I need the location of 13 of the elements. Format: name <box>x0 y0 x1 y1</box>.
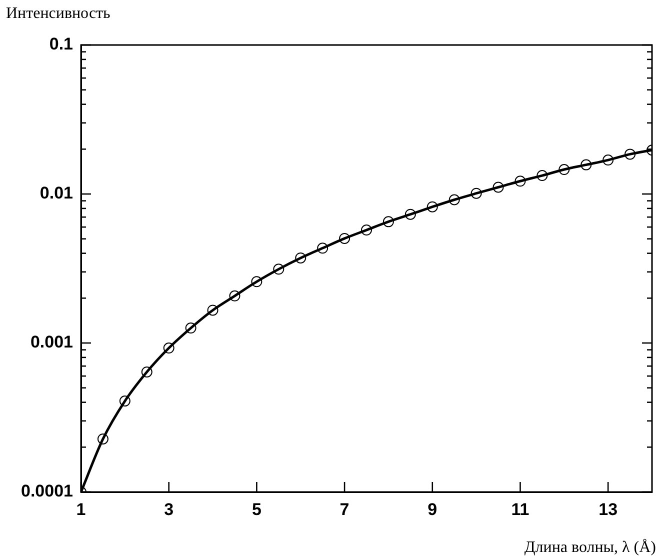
x-tick-label: 3 <box>164 500 174 519</box>
x-tick-label: 1 <box>76 500 86 519</box>
y-tick-label: 0.001 <box>30 332 73 352</box>
x-tick-label: 13 <box>598 500 618 519</box>
y-tick-label: 0.1 <box>49 34 73 54</box>
x-axis-title: Длина волны, λ (Å) <box>524 538 656 556</box>
x-tick-label: 5 <box>252 500 262 519</box>
y-tick-label: 0.0001 <box>21 482 73 501</box>
x-tick-label: 11 <box>511 500 530 519</box>
x-tick-label: 9 <box>428 500 438 519</box>
y-tick-label: 0.01 <box>40 184 73 203</box>
y-axis-title: Интенсивность <box>6 5 110 22</box>
x-tick-label: 7 <box>340 500 350 519</box>
